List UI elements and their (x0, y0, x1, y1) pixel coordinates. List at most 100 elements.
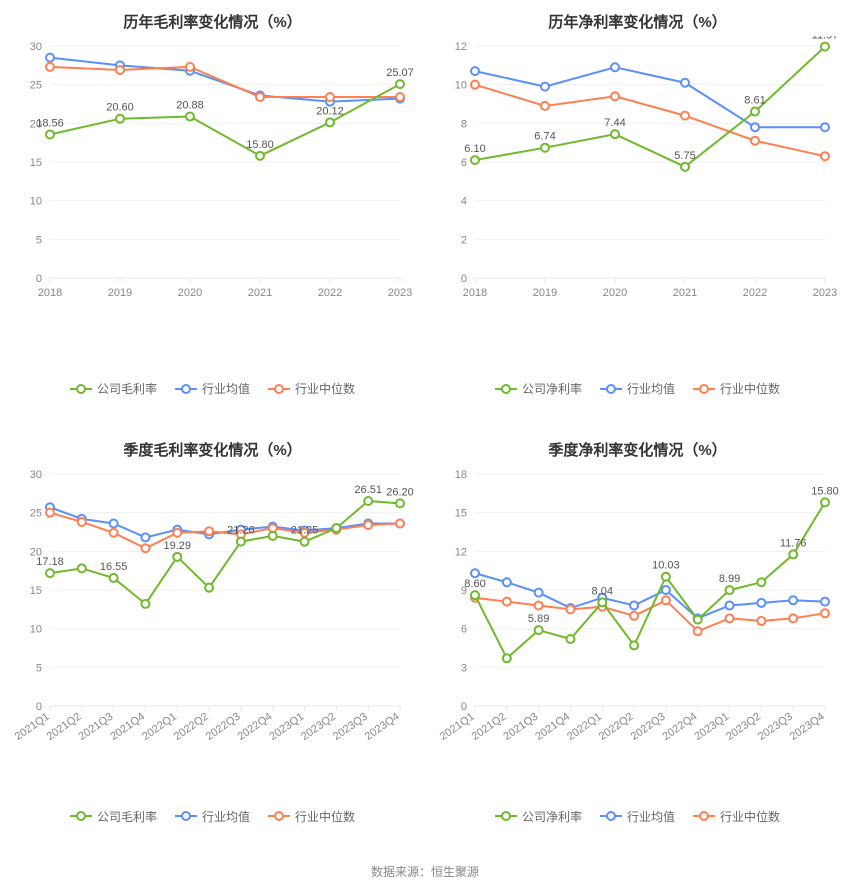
data-point[interactable] (471, 81, 479, 89)
legend-item-industry_median[interactable]: 行业中位数 (268, 380, 355, 397)
data-point[interactable] (821, 152, 829, 160)
legend-swatch (693, 810, 715, 822)
data-point[interactable] (205, 527, 213, 535)
data-point[interactable] (471, 569, 479, 577)
data-point[interactable] (694, 615, 702, 623)
svg-text:10: 10 (30, 623, 42, 635)
legend-item-industry_median[interactable]: 行业中位数 (268, 808, 355, 825)
data-point[interactable] (110, 574, 118, 582)
legend-item-industry_avg[interactable]: 行业均值 (175, 808, 250, 825)
data-point[interactable] (535, 626, 543, 634)
data-point[interactable] (611, 130, 619, 138)
data-point[interactable] (821, 43, 829, 51)
data-point[interactable] (751, 123, 759, 131)
data-point[interactable] (821, 597, 829, 605)
data-point[interactable] (541, 83, 549, 91)
data-point[interactable] (186, 63, 194, 71)
data-point[interactable] (535, 601, 543, 609)
data-point[interactable] (173, 552, 181, 560)
data-point[interactable] (821, 498, 829, 506)
data-point[interactable] (630, 601, 638, 609)
data-point[interactable] (662, 596, 670, 604)
data-point[interactable] (662, 572, 670, 580)
data-point[interactable] (821, 609, 829, 617)
data-point[interactable] (326, 118, 334, 126)
svg-text:8: 8 (461, 118, 467, 130)
data-point[interactable] (396, 499, 404, 507)
data-point[interactable] (141, 544, 149, 552)
data-point[interactable] (535, 588, 543, 596)
data-point[interactable] (205, 583, 213, 591)
data-point[interactable] (757, 616, 765, 624)
data-point[interactable] (694, 627, 702, 635)
data-point[interactable] (789, 550, 797, 558)
data-point[interactable] (269, 531, 277, 539)
data-point[interactable] (141, 599, 149, 607)
legend-item-company[interactable]: 公司毛利率 (70, 808, 157, 825)
data-point[interactable] (332, 524, 340, 532)
data-point[interactable] (821, 123, 829, 131)
data-point[interactable] (396, 93, 404, 101)
data-point[interactable] (566, 605, 574, 613)
data-point[interactable] (541, 102, 549, 110)
data-point[interactable] (110, 528, 118, 536)
data-point[interactable] (46, 130, 54, 138)
legend-item-industry_median[interactable]: 行业中位数 (693, 380, 780, 397)
legend-item-company[interactable]: 公司净利率 (495, 380, 582, 397)
data-point[interactable] (173, 528, 181, 536)
data-point[interactable] (116, 66, 124, 74)
data-point[interactable] (681, 79, 689, 87)
legend-item-company[interactable]: 公司毛利率 (70, 380, 157, 397)
data-point[interactable] (46, 508, 54, 516)
data-point[interactable] (46, 63, 54, 71)
data-point[interactable] (301, 537, 309, 545)
data-point[interactable] (662, 586, 670, 594)
legend-item-industry_median[interactable]: 行业中位数 (693, 808, 780, 825)
data-point[interactable] (186, 113, 194, 121)
data-point[interactable] (611, 92, 619, 100)
data-point[interactable] (726, 586, 734, 594)
data-point[interactable] (630, 611, 638, 619)
data-point[interactable] (503, 597, 511, 605)
data-point[interactable] (396, 80, 404, 88)
legend-item-industry_avg[interactable]: 行业均值 (600, 380, 675, 397)
data-point[interactable] (789, 614, 797, 622)
data-point[interactable] (116, 115, 124, 123)
data-point[interactable] (256, 152, 264, 160)
data-point[interactable] (503, 578, 511, 586)
data-point[interactable] (237, 537, 245, 545)
data-point[interactable] (471, 67, 479, 75)
data-point[interactable] (566, 634, 574, 642)
data-point[interactable] (611, 63, 619, 71)
data-point[interactable] (757, 598, 765, 606)
data-point[interactable] (78, 517, 86, 525)
data-point[interactable] (326, 93, 334, 101)
data-point[interactable] (471, 156, 479, 164)
data-point[interactable] (364, 496, 372, 504)
svg-text:2018: 2018 (463, 287, 487, 299)
data-point[interactable] (789, 596, 797, 604)
legend-item-industry_avg[interactable]: 行业均值 (175, 380, 250, 397)
data-point[interactable] (364, 521, 372, 529)
data-point[interactable] (726, 614, 734, 622)
data-point[interactable] (396, 519, 404, 527)
data-point[interactable] (598, 598, 606, 606)
legend-item-company[interactable]: 公司净利率 (495, 808, 582, 825)
data-point[interactable] (141, 533, 149, 541)
data-point[interactable] (757, 578, 765, 586)
data-point[interactable] (630, 641, 638, 649)
data-point[interactable] (541, 144, 549, 152)
data-point[interactable] (256, 93, 264, 101)
data-point[interactable] (78, 564, 86, 572)
data-point[interactable] (751, 137, 759, 145)
data-point[interactable] (681, 163, 689, 171)
data-point[interactable] (681, 112, 689, 120)
data-point[interactable] (471, 591, 479, 599)
data-point[interactable] (46, 569, 54, 577)
data-point[interactable] (726, 601, 734, 609)
data-point[interactable] (46, 54, 54, 62)
data-point[interactable] (110, 519, 118, 527)
data-point[interactable] (751, 108, 759, 116)
legend-item-industry_avg[interactable]: 行业均值 (600, 808, 675, 825)
data-point[interactable] (503, 654, 511, 662)
